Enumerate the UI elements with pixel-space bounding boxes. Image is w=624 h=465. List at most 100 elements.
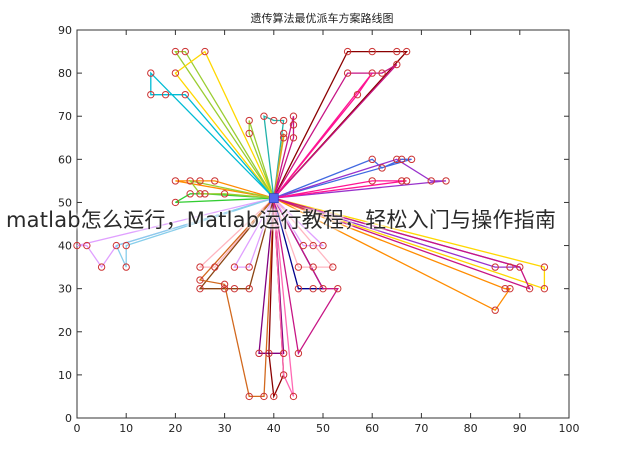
customer-point <box>186 190 194 198</box>
customer-point <box>368 69 376 77</box>
x-tick-label: 90 <box>513 422 527 435</box>
customer-point <box>181 47 189 56</box>
x-tick-label: 50 <box>316 422 330 435</box>
x-tick-label: 20 <box>168 422 182 435</box>
route-line-14 <box>175 180 274 199</box>
customer-point <box>122 263 130 271</box>
customer-point <box>402 177 411 185</box>
y-tick-label: 10 <box>58 369 72 382</box>
route-line-2 <box>174 50 275 199</box>
x-tick-label: 10 <box>119 422 133 435</box>
customer-point <box>255 349 263 358</box>
customer-point <box>398 155 406 164</box>
route-line-13 <box>273 180 407 199</box>
depot-marker-group <box>268 193 279 204</box>
customer-point <box>289 134 298 142</box>
route-line-27 <box>273 197 339 356</box>
customer-point <box>186 177 194 185</box>
customer-point <box>230 263 239 271</box>
customer-point <box>516 263 524 271</box>
customer-point <box>97 263 106 271</box>
customer-point <box>171 47 180 56</box>
customer-point <box>279 349 288 358</box>
customer-point <box>196 263 204 271</box>
x-tick-label: 70 <box>414 422 428 435</box>
customer-point <box>279 371 288 379</box>
customer-point <box>196 284 204 293</box>
route-line-12 <box>273 158 447 199</box>
customer-point <box>319 284 327 293</box>
customer-point <box>540 284 549 293</box>
y-tick-label: 90 <box>58 24 72 37</box>
route-line-33 <box>273 197 531 290</box>
customer-point <box>398 177 406 185</box>
customer-point <box>506 263 514 271</box>
route-line-25 <box>273 198 295 397</box>
customer-point <box>201 190 209 198</box>
y-tick-label: 70 <box>58 110 72 123</box>
customer-point <box>491 306 499 314</box>
customer-point <box>402 47 411 56</box>
route-line-16 <box>188 179 274 199</box>
customer-point <box>506 284 514 293</box>
route-line-22 <box>198 197 275 398</box>
customer-point <box>171 69 180 77</box>
route-line-3 <box>150 71 275 199</box>
customer-point <box>491 263 499 271</box>
route-line-4 <box>273 50 409 199</box>
customer-point <box>334 284 342 293</box>
customer-point <box>329 263 337 271</box>
customer-point <box>220 284 229 293</box>
x-tick-label: 0 <box>74 422 81 435</box>
customer-point <box>270 392 278 401</box>
customer-point <box>220 190 229 198</box>
customer-point <box>309 284 317 293</box>
customer-point <box>73 241 81 250</box>
customer-point <box>201 47 209 56</box>
customer-point <box>147 69 155 77</box>
customer-point <box>368 177 376 185</box>
customer-point <box>289 392 298 401</box>
customer-point <box>171 177 180 185</box>
y-tick-label: 80 <box>58 67 72 80</box>
customer-point <box>501 284 509 293</box>
customer-point <box>353 90 362 99</box>
x-tick-label: 40 <box>267 422 281 435</box>
customer-point <box>393 155 401 164</box>
route-line-7 <box>248 120 275 199</box>
customer-point <box>378 164 386 172</box>
customer-point <box>309 263 317 271</box>
customer-point <box>279 129 288 138</box>
route-line-6 <box>273 72 373 199</box>
y-tick-label: 20 <box>58 326 72 339</box>
route-line-29 <box>273 197 335 268</box>
x-tick-label: 100 <box>559 422 580 435</box>
customer-point <box>343 47 352 56</box>
route-lines <box>76 50 546 399</box>
customer-point <box>294 263 303 271</box>
route-line-21 <box>198 197 275 290</box>
customer-point <box>289 112 298 120</box>
customer-point <box>299 241 308 250</box>
route-line-8 <box>263 115 285 199</box>
route-line-5 <box>273 63 398 199</box>
customer-point <box>230 284 239 293</box>
customer-point <box>245 263 253 271</box>
customer-point <box>196 276 204 284</box>
route-line-1 <box>174 50 275 199</box>
axis-ticks: 0 10 20 30 40 50 60 70 80 90 100 0 10 20 30 40 50 60 70 80 9… <box>58 24 580 435</box>
customer-point <box>245 392 253 401</box>
x-tick-label: 30 <box>218 422 232 435</box>
customer-point <box>270 116 278 125</box>
customer-point <box>343 69 352 77</box>
route-line-19 <box>198 197 275 268</box>
y-tick-label: 30 <box>58 283 72 296</box>
route-line-20 <box>233 197 275 268</box>
y-tick-label: 0 <box>65 412 72 425</box>
customer-point <box>294 284 303 293</box>
route-line-10 <box>273 116 295 199</box>
customer-point <box>112 241 121 250</box>
customer-point <box>161 90 170 99</box>
overlay-caption: matlab怎么运行，Matlab运行教程，轻松入门与操作指南 <box>6 208 557 232</box>
